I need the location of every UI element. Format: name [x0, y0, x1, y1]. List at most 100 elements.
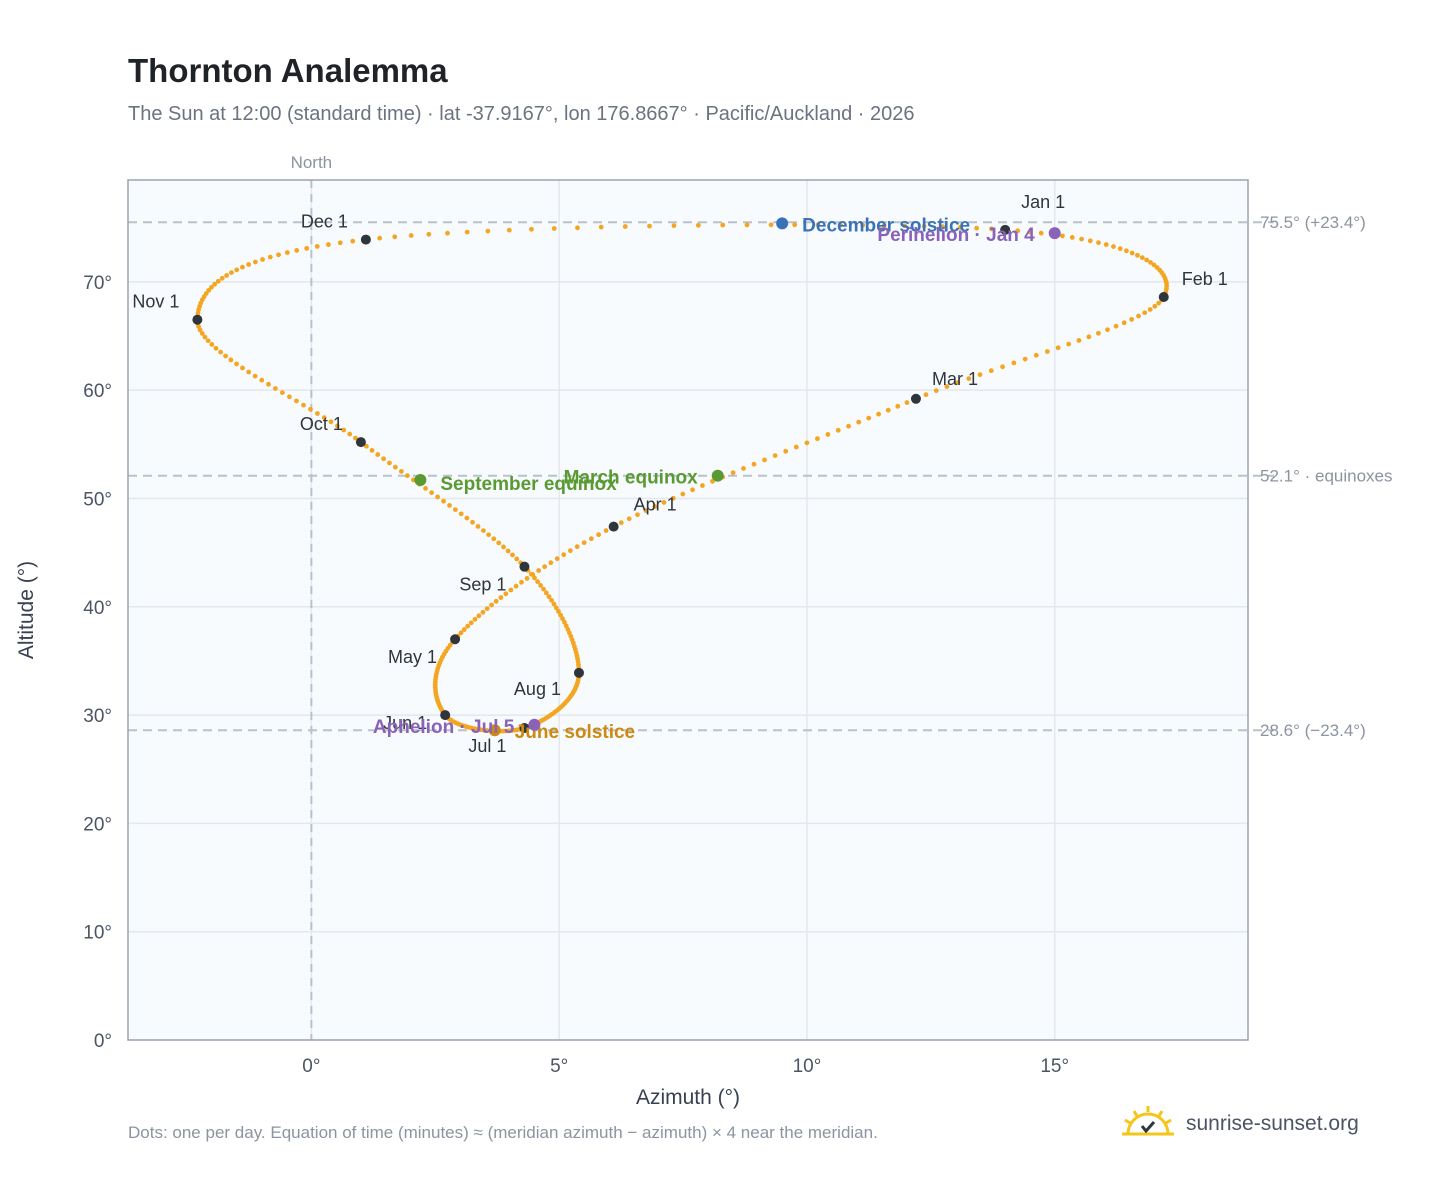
day-dot [206, 287, 212, 293]
day-dot [558, 612, 563, 618]
chart-subtitle: The Sun at 12:00 (standard time) · lat -… [128, 103, 915, 125]
day-dot [485, 228, 491, 234]
month-marker [440, 710, 451, 721]
y-tick-label: 0° [94, 1031, 112, 1052]
day-dot [528, 571, 534, 577]
day-dot [234, 361, 239, 367]
day-dot [1086, 334, 1092, 340]
day-dot [375, 452, 381, 457]
day-dot [643, 508, 649, 514]
day-dot [209, 284, 214, 290]
day-dot [381, 456, 386, 462]
month-marker [192, 314, 203, 325]
month-label: Dec 1 [301, 212, 348, 232]
day-dot [205, 338, 211, 344]
day-dot [458, 511, 464, 517]
day-dot [720, 222, 726, 228]
day-dot [618, 520, 624, 526]
day-dot [652, 504, 658, 509]
day-dot [792, 222, 798, 228]
day-dot [554, 556, 560, 562]
event-label: Aphelion · Jul 5 [373, 717, 515, 738]
reference-line-label: 75.5° (+23.4°) [1260, 213, 1366, 232]
day-dot [1011, 360, 1017, 366]
day-dot [700, 483, 705, 488]
day-dot [1152, 303, 1158, 309]
day-dot [314, 244, 320, 249]
day-dot [493, 598, 499, 604]
day-dot [199, 331, 205, 336]
day-dot [560, 616, 565, 622]
day-dot [1066, 341, 1072, 347]
day-dot [933, 388, 939, 394]
day-dot [472, 616, 478, 622]
day-dot [347, 431, 353, 437]
axis-ticks: 0° 10° 20° 30° 40° 50° 60° 70° 0° 5° 10° 15° North 75… [83, 153, 1392, 1077]
day-dot [452, 507, 458, 513]
day-dot [741, 466, 746, 471]
day-dot [876, 411, 881, 417]
event-marker [711, 469, 724, 482]
chart-title: Thornton Analemma [128, 52, 448, 89]
day-dot [287, 394, 292, 400]
x-tick-label: 15° [1040, 1056, 1069, 1077]
day-dot [538, 582, 544, 588]
day-dot [838, 222, 844, 228]
month-marker [608, 521, 619, 532]
day-dot [377, 235, 383, 241]
day-dot [321, 415, 327, 421]
day-dot [671, 223, 677, 229]
day-dot [301, 402, 306, 408]
day-dot [209, 342, 215, 347]
day-dot [304, 245, 310, 251]
month-marker [360, 234, 371, 245]
day-dot [1069, 235, 1075, 240]
brand-logo[interactable]: sunrise-sunset.org [1120, 1100, 1359, 1148]
day-dot [581, 540, 587, 546]
day-dot [215, 278, 221, 284]
day-dot [1139, 255, 1145, 261]
day-dot [866, 415, 872, 421]
day-dot [730, 470, 736, 476]
day-dot [426, 231, 432, 237]
day-dot [881, 223, 887, 228]
day-dot [408, 233, 414, 238]
day-dot [468, 620, 474, 626]
day-dot [510, 552, 515, 558]
day-dot [458, 630, 464, 636]
month-marker [519, 723, 530, 734]
day-dot [543, 590, 549, 596]
day-dot [542, 564, 548, 570]
day-dot [480, 609, 486, 615]
day-dot [326, 242, 331, 247]
day-dot [551, 601, 557, 607]
day-dot [470, 519, 475, 525]
day-dot [514, 556, 520, 562]
day-dot [252, 259, 258, 265]
day-dot [549, 597, 554, 603]
day-dot [392, 234, 398, 240]
event-marker [1048, 227, 1061, 240]
day-dot [603, 528, 609, 534]
day-dot [392, 464, 398, 470]
day-dot [772, 453, 778, 458]
month-label: Jan 1 [1021, 192, 1065, 212]
x-tick-label: 10° [793, 1056, 822, 1077]
day-dot [464, 515, 470, 521]
day-dot [218, 349, 223, 355]
day-dot [1111, 244, 1116, 249]
y-tick-label: 70° [83, 273, 112, 294]
y-tick-label: 10° [83, 923, 112, 944]
day-dot [661, 500, 667, 505]
day-dot [519, 579, 524, 585]
y-tick-label: 20° [83, 814, 112, 835]
day-dot [574, 544, 580, 550]
day-dot [489, 602, 495, 608]
day-dot [1144, 257, 1150, 263]
sun-horizon-icon [1122, 1106, 1174, 1136]
day-dot [341, 427, 347, 433]
day-dot [1124, 248, 1129, 254]
day-dot [506, 227, 512, 233]
day-dot [647, 223, 652, 229]
y-tick-label: 40° [83, 598, 112, 619]
